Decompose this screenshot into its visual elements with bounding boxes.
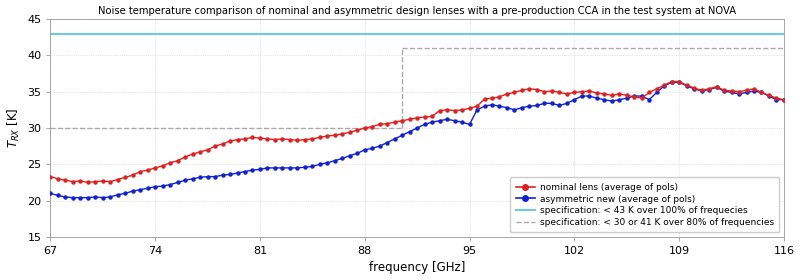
Title: Noise temperature comparison of nominal and asymmetric design lenses with a pre-: Noise temperature comparison of nominal … bbox=[98, 6, 736, 16]
X-axis label: frequency [GHz]: frequency [GHz] bbox=[369, 262, 466, 274]
Legend: nominal lens (average of pols), asymmetric new (average of pols), specification:: nominal lens (average of pols), asymmetr… bbox=[510, 178, 779, 232]
Y-axis label: $T_{RX}$ [K]: $T_{RX}$ [K] bbox=[6, 108, 22, 148]
